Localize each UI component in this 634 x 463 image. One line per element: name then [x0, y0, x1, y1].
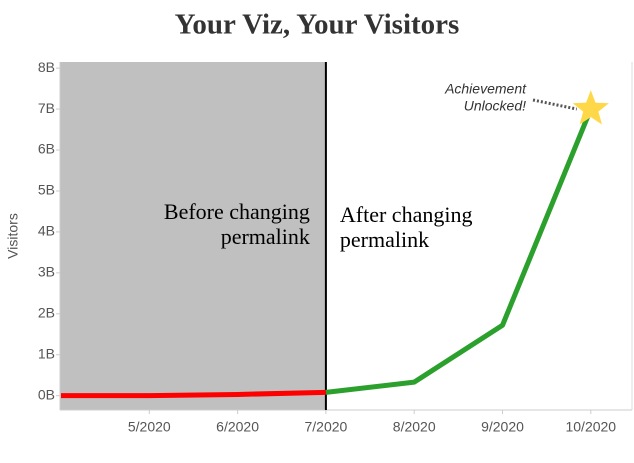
series-line [61, 389, 326, 399]
achievement-star [572, 90, 609, 125]
y-tick-label: 2B [38, 304, 55, 320]
annotation: permalink [221, 224, 310, 249]
annotation: After changing [340, 202, 473, 227]
x-tick-label: 10/2020 [565, 419, 616, 435]
y-tick-label: 7B [38, 100, 55, 116]
annotation-connector [532, 98, 578, 111]
y-tick-label: 8B [38, 59, 55, 75]
y-tick-label: 1B [38, 345, 55, 361]
annotation: Achievement [444, 81, 527, 97]
y-tick-label: 5B [38, 182, 55, 198]
x-tick-label: 8/2020 [393, 419, 436, 435]
series-line [325, 108, 594, 395]
annotation: Unlocked! [464, 98, 526, 114]
y-tick-label: 4B [38, 223, 55, 239]
annotation: Before changing [164, 199, 310, 224]
y-tick-label: 6B [38, 141, 55, 157]
x-tick-label: 9/2020 [481, 419, 524, 435]
y-tick-label: 0B [38, 386, 55, 402]
chart-title: Your Viz, Your Visitors [175, 9, 460, 41]
annotation: permalink [340, 227, 429, 252]
y-axis-label: Visitors [5, 213, 21, 259]
x-tick-label: 5/2020 [128, 419, 171, 435]
shaded-region [60, 62, 326, 410]
x-tick-label: 6/2020 [216, 419, 259, 435]
y-tick-label: 3B [38, 264, 55, 280]
x-tick-label: 7/2020 [304, 419, 347, 435]
